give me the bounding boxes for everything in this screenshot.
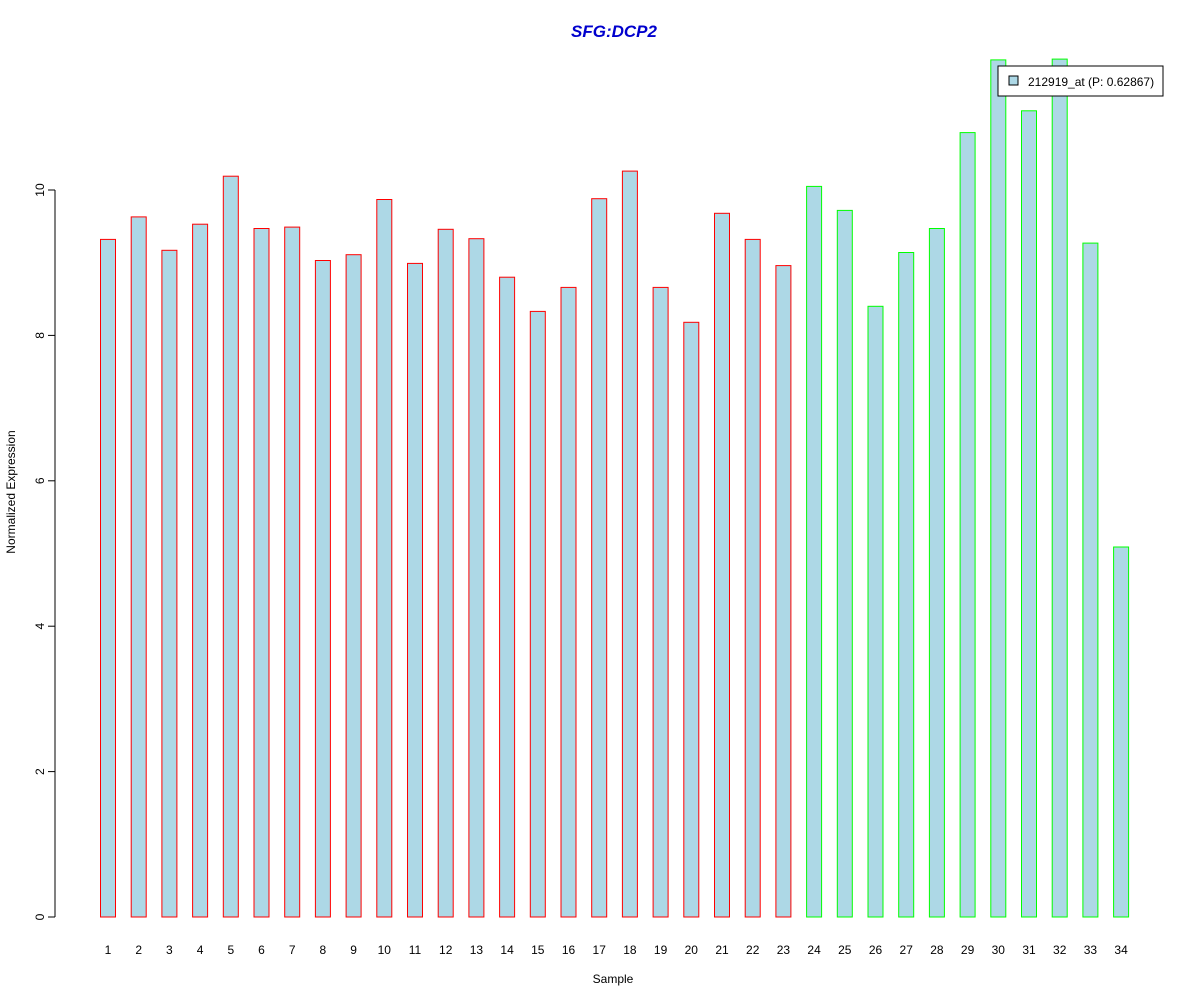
chart-title: SFG:DCP2: [571, 22, 658, 41]
x-tick-label: 18: [623, 943, 637, 957]
x-tick-label: 24: [807, 943, 821, 957]
bar: [192, 223, 209, 918]
x-tick-label: 2: [135, 943, 142, 957]
bar: [652, 286, 669, 918]
x-tick-label: 26: [869, 943, 883, 957]
x-tick-label: 23: [777, 943, 791, 957]
bar: [437, 228, 454, 918]
x-tick-label: 25: [838, 943, 852, 957]
x-tick-label: 15: [531, 943, 545, 957]
bar: [806, 185, 823, 918]
x-tick-label: 8: [320, 943, 327, 957]
x-tick-label: 3: [166, 943, 173, 957]
x-tick-label: 22: [746, 943, 760, 957]
bar: [100, 238, 116, 918]
bar: [775, 265, 792, 918]
x-tick-label: 10: [378, 943, 392, 957]
bar: [898, 252, 915, 918]
bar: [836, 209, 853, 918]
bar: [1051, 58, 1068, 918]
x-tick-label: 29: [961, 943, 975, 957]
y-tick-label: 4: [33, 623, 47, 630]
bar: [1113, 546, 1130, 918]
bar: [744, 238, 761, 918]
bar: [468, 238, 485, 918]
legend-box: [997, 65, 1164, 97]
bar: [529, 310, 546, 918]
y-tick-label: 8: [33, 332, 47, 339]
y-tick-label: 10: [33, 183, 47, 197]
bar: [867, 305, 884, 918]
bar: [560, 286, 577, 918]
bar: [591, 198, 608, 918]
bar: [130, 216, 147, 918]
bar: [284, 226, 301, 918]
y-axis-title: Normalized Expression: [4, 430, 18, 553]
legend-label: 212919_at (P: 0.62867): [1028, 75, 1154, 89]
bar: [499, 276, 516, 918]
x-tick-label: 9: [350, 943, 357, 957]
bar: [621, 170, 638, 918]
x-tick-label: 14: [500, 943, 514, 957]
y-tick-label: 0: [33, 913, 47, 920]
legend: 212919_at (P: 0.62867): [997, 65, 1164, 97]
x-tick-label: 6: [258, 943, 265, 957]
bar: [222, 175, 239, 918]
y-tick-label: 2: [33, 768, 47, 775]
bar: [1082, 242, 1099, 918]
bar: [959, 132, 976, 918]
x-tick-label: 30: [992, 943, 1006, 957]
x-tick-label: 33: [1084, 943, 1098, 957]
bar: [407, 262, 423, 918]
x-tick-label: 7: [289, 943, 296, 957]
x-tick-label: 12: [439, 943, 453, 957]
bar: [990, 59, 1007, 918]
x-tick-label: 17: [593, 943, 607, 957]
x-tick-label: 34: [1114, 943, 1128, 957]
bar: [714, 212, 730, 918]
x-axis-title: Sample: [593, 972, 634, 986]
bars: [100, 58, 1130, 918]
x-tick-label: 27: [900, 943, 914, 957]
bar: [683, 321, 700, 918]
bar: [345, 254, 362, 918]
y-axis: 0 2 4 6 8 10: [33, 183, 56, 920]
bar: [928, 228, 945, 918]
x-tick-label: 32: [1053, 943, 1067, 957]
x-tick-label: 13: [470, 943, 484, 957]
y-tick-label: 6: [33, 477, 47, 484]
x-tick-label: 11: [409, 943, 422, 957]
x-tick-label: 31: [1022, 943, 1036, 957]
x-tick-label: 4: [197, 943, 204, 957]
x-tick-label: 1: [105, 943, 112, 957]
bar: [161, 249, 178, 918]
x-tick-label: 21: [715, 943, 729, 957]
bar: [1021, 110, 1037, 918]
x-tick-label: 5: [227, 943, 234, 957]
bar: [376, 199, 393, 918]
legend-swatch: [1008, 75, 1019, 86]
x-axis-tick-labels: 1 2 3 4 5 6 7 8 9 10 11 12 13 14 15 16 17 18 19 20 21 22 23 24 2…: [105, 943, 1128, 957]
x-tick-label: 16: [562, 943, 576, 957]
x-tick-label: 20: [685, 943, 699, 957]
bar: [253, 228, 270, 918]
bar: [314, 260, 331, 918]
x-tick-label: 28: [930, 943, 944, 957]
x-tick-label: 19: [654, 943, 668, 957]
